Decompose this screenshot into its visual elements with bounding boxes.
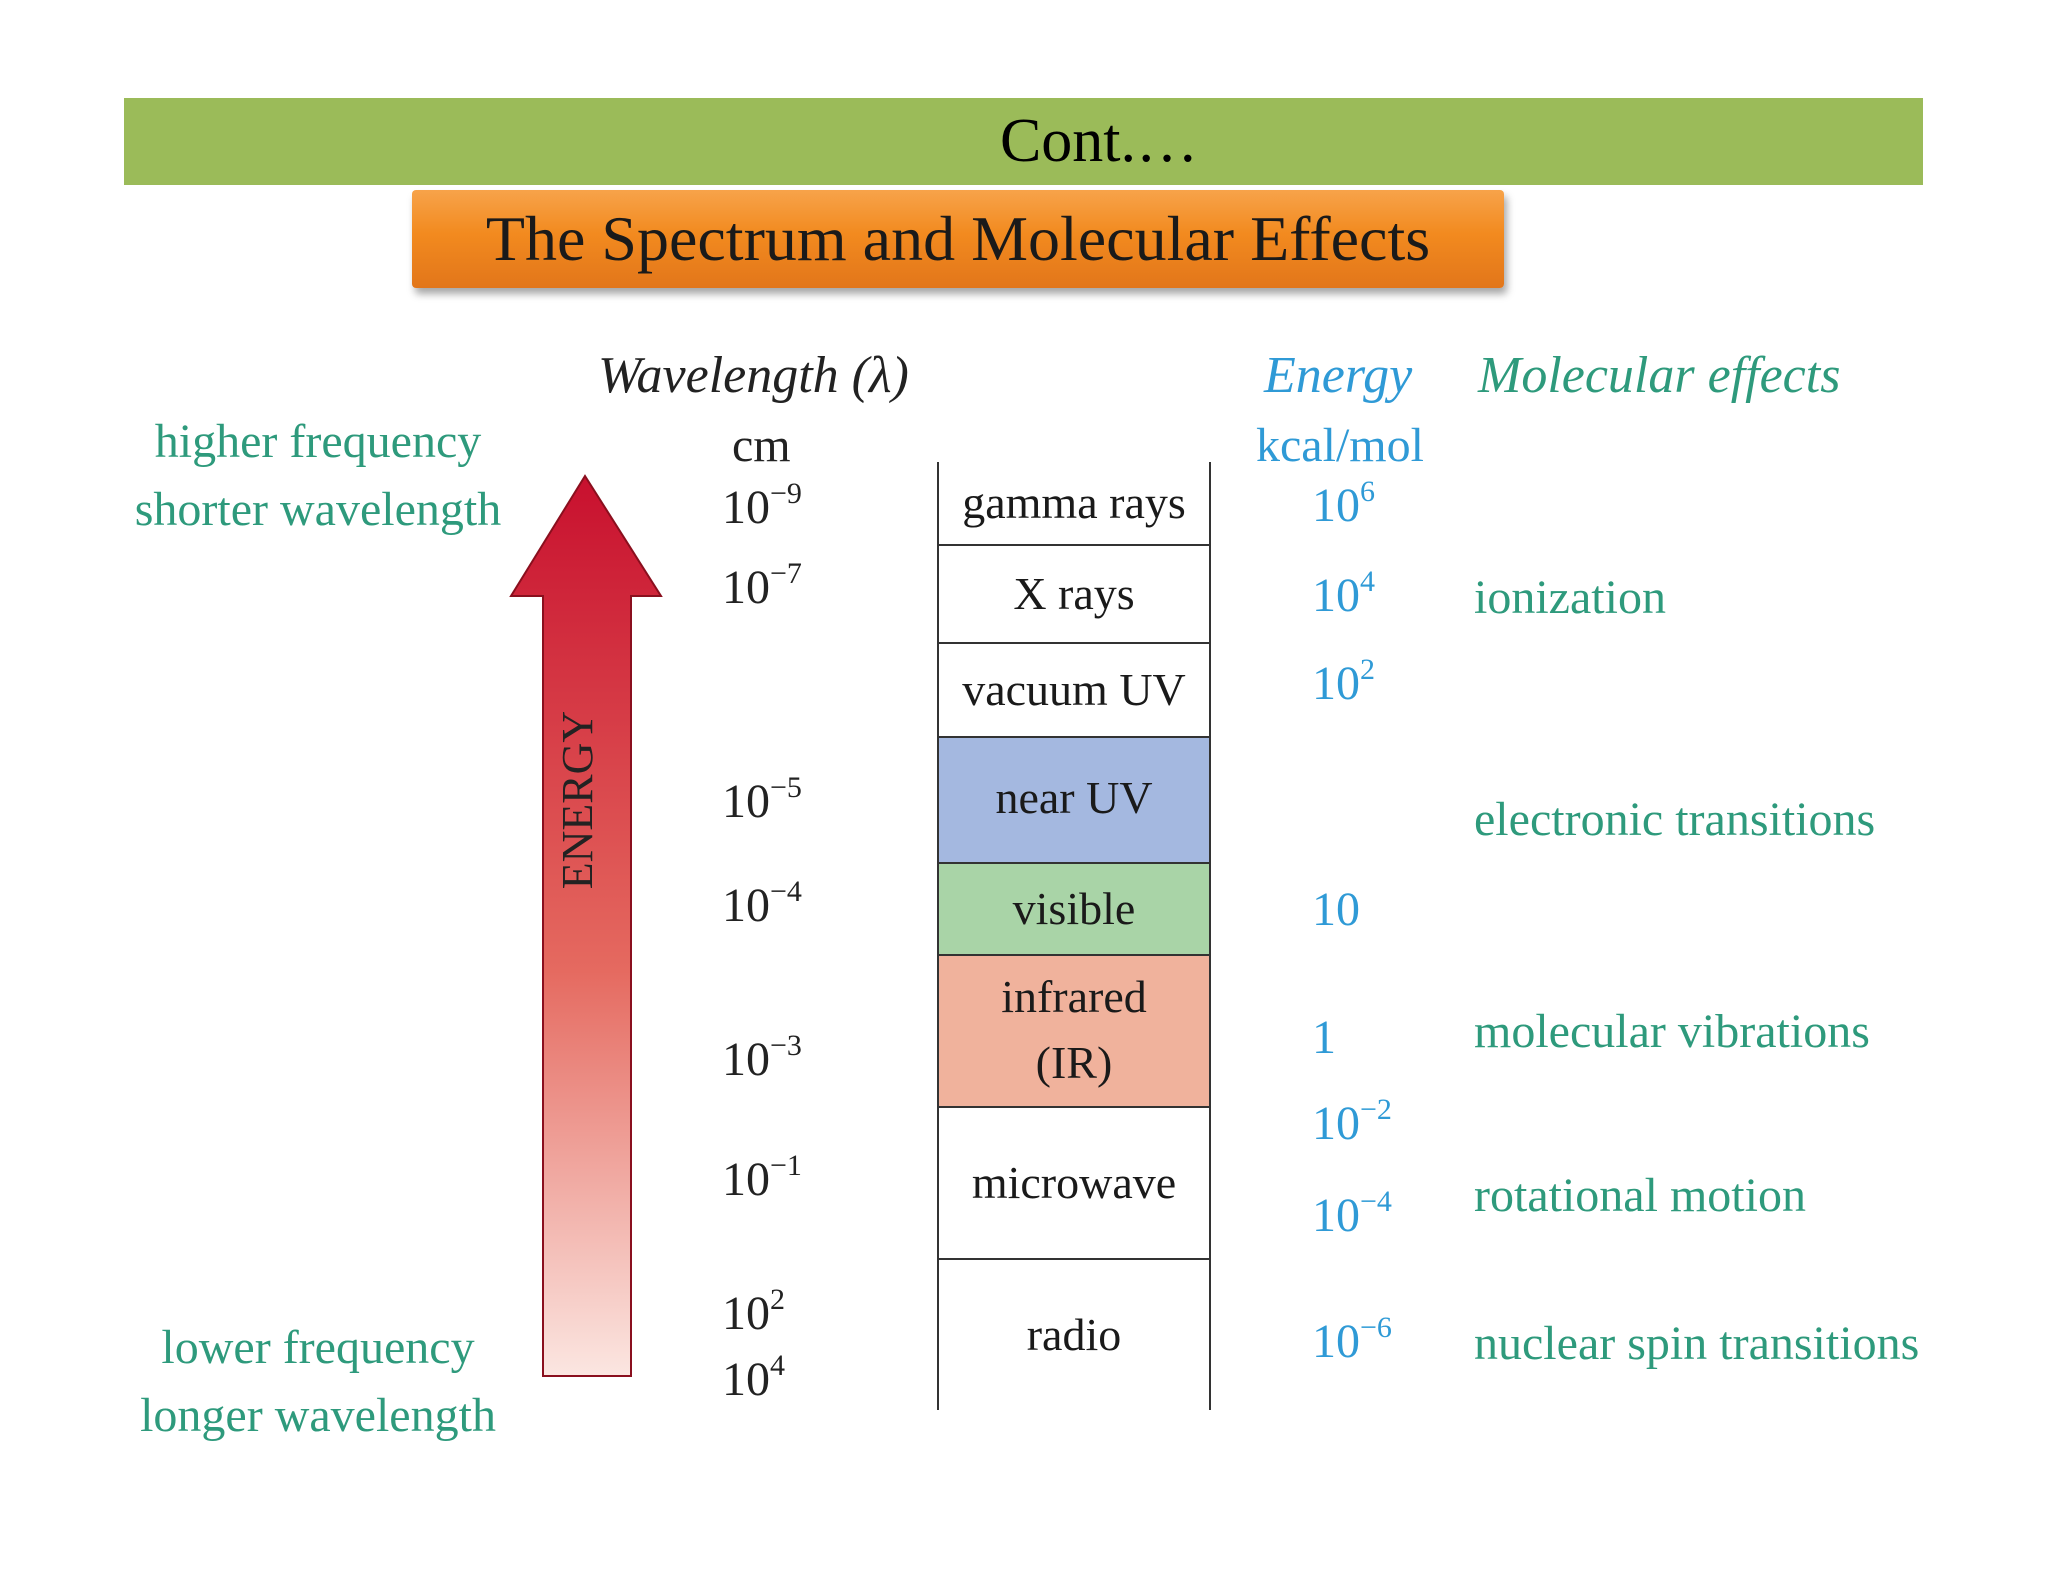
band-label: (IR) — [1035, 1037, 1113, 1088]
shorter-wavelength-label: shorter wavelength — [134, 483, 502, 536]
band-label: X rays — [1013, 568, 1135, 619]
energy-value: 10−4 — [1312, 1185, 1392, 1243]
band-label: gamma rays — [962, 477, 1186, 528]
wavelength-unit: cm — [732, 419, 791, 472]
energy-value: 10−2 — [1312, 1093, 1392, 1151]
energy-value: 106 — [1312, 475, 1375, 533]
band-label: infrared — [1001, 971, 1147, 1022]
energy-arrow-label: ENERGY — [553, 710, 602, 890]
wavelength-value: 102 — [722, 1283, 785, 1341]
energy-value: 1 — [1312, 1011, 1336, 1064]
band-vacuum-uv: vacuum UV — [937, 644, 1211, 738]
energy-value: 104 — [1312, 565, 1375, 623]
band-infrared: infrared (IR) — [937, 956, 1211, 1108]
energy-arrow-icon — [509, 474, 663, 1377]
energy-value: 10 — [1312, 883, 1360, 936]
band-label: microwave — [971, 1157, 1177, 1208]
wavelength-value: 10−1 — [722, 1149, 802, 1207]
wavelength-value: 10−4 — [722, 875, 802, 933]
band-near-uv: near UV — [937, 738, 1211, 864]
band-label: visible — [1012, 883, 1136, 934]
energy-header: Energy — [1264, 347, 1413, 404]
effect-nuclear-spin-transitions: nuclear spin transitions — [1474, 1317, 1920, 1370]
wavelength-value: 10−5 — [722, 771, 802, 829]
spectrum-column: gamma rays X rays vacuum UV near UV visi… — [937, 462, 1211, 1410]
band-visible: visible — [937, 864, 1211, 956]
band-gamma-rays: gamma rays — [937, 462, 1211, 546]
effect-electronic-transitions: electronic transitions — [1474, 793, 1876, 846]
molecular-effects-header: Molecular effects — [1478, 347, 1841, 404]
banner-title: The Spectrum and Molecular Effects — [485, 203, 1431, 274]
title-banner — [412, 190, 1504, 288]
slide-title: Cont.… — [999, 107, 1199, 175]
energy-value: 10−6 — [1312, 1311, 1392, 1369]
energy-unit: kcal/mol — [1256, 419, 1424, 472]
wavelength-value: 104 — [722, 1349, 785, 1407]
energy-value: 102 — [1312, 653, 1375, 711]
wavelength-value: 10−3 — [722, 1029, 802, 1087]
band-x-rays: X rays — [937, 546, 1211, 644]
wavelength-value: 10−7 — [722, 557, 802, 615]
higher-frequency-label: higher frequency — [154, 415, 482, 468]
effect-rotational-motion: rotational motion — [1474, 1169, 1806, 1222]
band-label: radio — [1026, 1309, 1122, 1360]
band-label: near UV — [995, 772, 1153, 823]
effect-molecular-vibrations: molecular vibrations — [1474, 1005, 1870, 1058]
wavelength-value: 10−9 — [722, 477, 802, 535]
wavelength-header: Wavelength (λ) — [598, 347, 909, 404]
band-microwave: microwave — [937, 1108, 1211, 1260]
longer-wavelength-label: longer wavelength — [140, 1389, 496, 1442]
lower-frequency-label: lower frequency — [161, 1321, 475, 1374]
band-radio: radio — [937, 1260, 1211, 1410]
effect-ionization: ionization — [1474, 571, 1666, 624]
band-label: vacuum UV — [962, 664, 1186, 715]
header-bar — [124, 98, 1923, 185]
